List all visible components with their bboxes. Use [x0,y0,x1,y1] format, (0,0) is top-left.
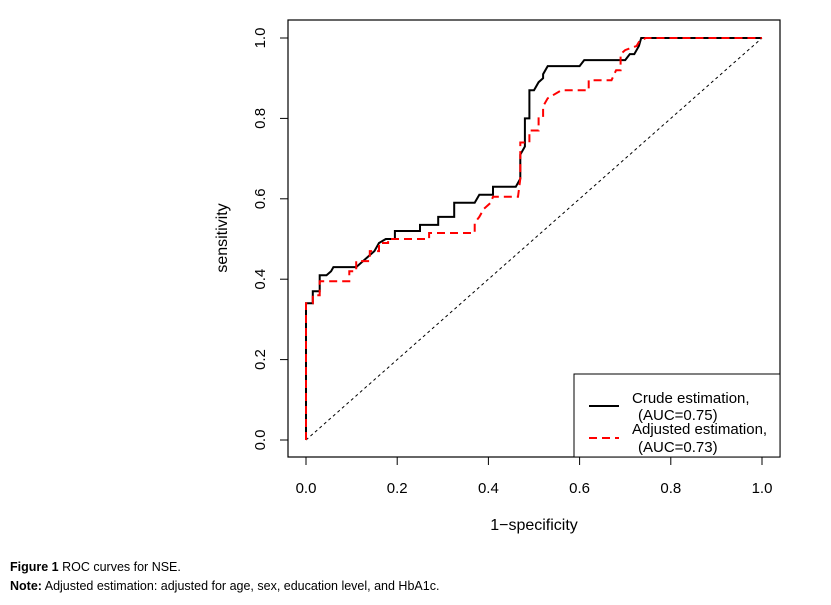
legend-adjusted-label-2: (AUC=0.73) [638,439,718,456]
figure-note: Note: Adjusted estimation: adjusted for … [10,579,439,593]
adjusted-roc-curve [305,37,762,440]
y-tick-label: 0.2 [252,349,269,370]
legend-crude-label-2: (AUC=0.75) [638,407,718,424]
x-tick-label: 0.2 [387,480,408,497]
x-axis-title: 1−specificity [490,517,578,534]
figure-text: ROC curves for NSE. [58,560,181,574]
y-axis-title: sensitivity [214,203,231,272]
figure-caption: Figure 1 ROC curves for NSE. [10,560,181,574]
figure-label: Figure 1 [10,560,59,574]
legend-box [573,373,781,458]
note-label: Note: [10,579,42,593]
y-tick-label: 1.0 [252,28,269,49]
roc-chart: 0.0 0.2 0.4 0.6 0.8 1.0 0.0 0.2 0.4 0.6 0.8 1.0 1−… [214,19,781,534]
legend-adjusted-label-1: Adjusted estimation, [632,421,767,438]
crude-roc-curve [305,37,762,440]
x-tick-label: 0.0 [296,480,317,497]
x-tick-label: 0.6 [569,480,590,497]
y-tick-label: 0.4 [252,269,269,290]
x-tick-label: 1.0 [752,480,773,497]
y-axis: 0.0 0.2 0.4 0.6 0.8 1.0 [252,28,289,451]
y-tick-label: 0.8 [252,108,269,129]
legend: Crude estimation, (AUC=0.75) Adjusted es… [573,373,781,458]
note-text: Adjusted estimation: adjusted for age, s… [41,579,440,593]
series-layer [305,37,763,441]
y-tick-label: 0.6 [252,188,269,209]
x-tick-label: 0.4 [478,480,499,497]
reference-diagonal [305,37,763,441]
x-tick-label: 0.8 [660,480,681,497]
legend-crude-label-1: Crude estimation, [632,390,750,407]
x-axis: 0.0 0.2 0.4 0.6 0.8 1.0 [296,456,773,497]
y-tick-label: 0.0 [252,430,269,451]
